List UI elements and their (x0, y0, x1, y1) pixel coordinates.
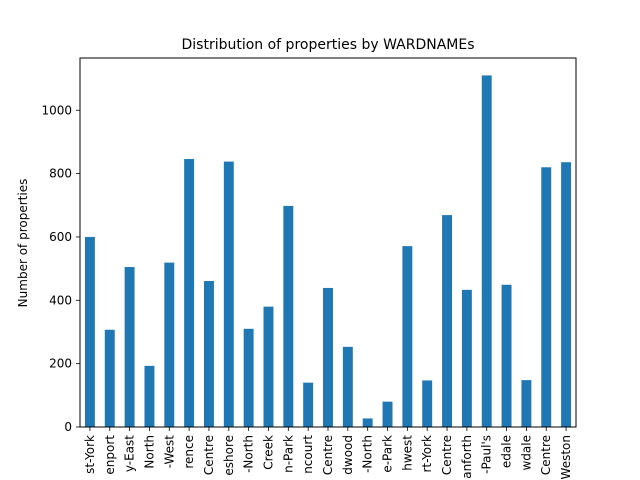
x-tick-label: edale (500, 435, 514, 468)
plot-frame (79, 57, 577, 428)
bar (461, 289, 472, 427)
bar (362, 418, 373, 427)
x-tick-label: y-East (123, 435, 137, 472)
x-tick-label: rence (182, 435, 196, 469)
x-tick-label: -North (242, 435, 256, 473)
bar (184, 159, 195, 427)
x-axis-ticks: st-York enport y-East North -West rence Centre… (83, 427, 573, 479)
x-tick-label: eshore (222, 435, 236, 476)
bar (124, 267, 135, 427)
x-tick-label: Creek (261, 435, 275, 470)
x-tick-label: ncourt (301, 435, 315, 474)
bar (164, 262, 175, 427)
x-tick-label: Weston (559, 435, 573, 479)
bar (541, 167, 552, 428)
bar (283, 205, 294, 427)
bar (481, 75, 492, 428)
x-tick-label: North (142, 435, 156, 469)
x-tick-label: Centre (539, 435, 553, 475)
x-tick-label: Centre (202, 435, 216, 475)
x-tick-label: Centre (321, 435, 335, 475)
x-tick-label: rt-York (420, 435, 434, 473)
bar (402, 246, 413, 427)
x-tick-label: e-Park (381, 435, 395, 473)
bar (144, 365, 155, 427)
bar (323, 287, 333, 427)
y-tick-label: 200 (49, 357, 72, 371)
x-tick-label: -Paul's (480, 435, 494, 474)
bar (84, 236, 95, 427)
x-tick-label: st-York (83, 435, 97, 474)
bar (561, 162, 572, 428)
bar (422, 380, 433, 427)
bar (263, 306, 274, 427)
chart-title: Distribution of properties by WARDNAMEs (181, 37, 474, 53)
y-axis-ticks: 0 200 400 600 800 1000 (41, 103, 80, 434)
y-axis-label: Number of properties (16, 179, 30, 308)
bar (501, 284, 512, 427)
x-tick-label: -West (162, 435, 176, 469)
x-tick-label: enport (103, 435, 117, 475)
bars (84, 75, 572, 428)
bar (223, 161, 234, 427)
x-tick-label: Centre (440, 435, 454, 475)
x-tick-label: anforth (460, 435, 474, 479)
bar (204, 280, 214, 427)
bar (243, 328, 254, 427)
x-tick-label: wdale (519, 435, 533, 471)
bar (342, 346, 353, 427)
bar (303, 382, 314, 427)
bar (442, 215, 452, 427)
y-tick-label: 400 (49, 293, 72, 307)
x-tick-label: n-Park (281, 435, 295, 473)
bar (104, 329, 115, 427)
x-tick-label: dwood (341, 435, 355, 475)
x-tick-label: -North (361, 435, 375, 473)
y-tick-label: 600 (49, 230, 72, 244)
x-tick-label: hwest (400, 435, 414, 471)
y-tick-label: 800 (49, 167, 72, 181)
bar (382, 401, 393, 427)
bar (521, 380, 532, 427)
y-tick-label: 1000 (41, 103, 72, 117)
y-tick-label: 0 (64, 420, 72, 434)
